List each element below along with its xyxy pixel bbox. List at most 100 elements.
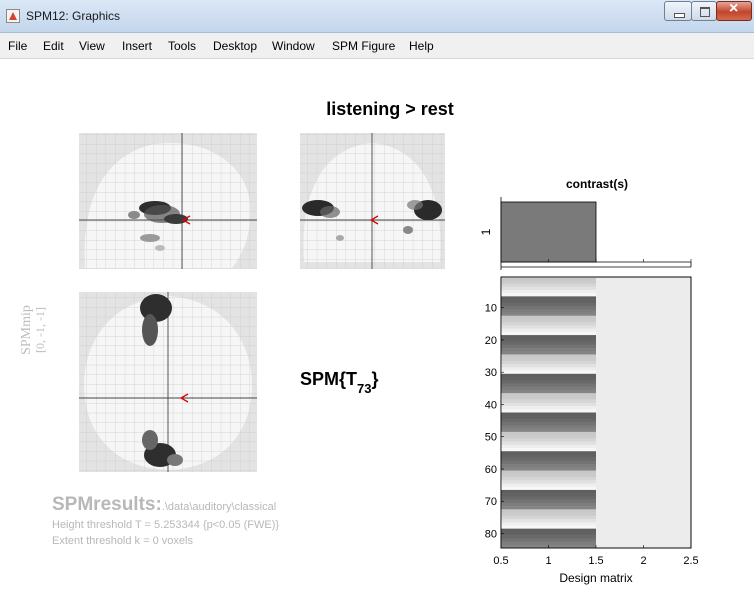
minimize-button[interactable]: [664, 1, 692, 21]
design-matrix-cell: [501, 396, 596, 400]
design-matrix-cell: [501, 377, 596, 381]
contrast-title: listening > rest: [326, 99, 454, 119]
design-matrix-cell: [501, 354, 596, 358]
contrast-ytick: 1: [479, 228, 493, 235]
design-matrix-cell: [501, 335, 596, 339]
height-threshold: Height threshold T = 5.253344 {p<0.05 (F…: [52, 519, 279, 531]
design-matrix-cell: [501, 402, 596, 407]
mip-coords: [0, -1, -1]: [33, 307, 47, 353]
design-matrix-cell: [501, 438, 596, 442]
design-matrix-cell: [501, 373, 596, 378]
design-matrix-cell: [501, 502, 596, 507]
design-matrix-cell: [501, 509, 596, 513]
design-matrix-cell: [501, 306, 596, 310]
design-matrix-cell: [501, 286, 596, 291]
design-matrix-cell: [501, 480, 596, 484]
design-matrix-ytick-label: 70: [485, 496, 497, 508]
design-matrix-cell: [501, 344, 596, 349]
design-matrix-cell: [501, 328, 596, 333]
design-matrix-cell: [501, 315, 596, 320]
design-matrix-cell: [501, 435, 596, 439]
design-matrix-cell: [501, 302, 596, 307]
design-matrix-cell: [501, 389, 596, 394]
design-matrix-xlabel: Design matrix: [559, 571, 632, 585]
results-block: SPMresults:.\data\auditory\classical Hei…: [52, 494, 279, 547]
mip-sagittal: [79, 133, 257, 269]
design-matrix-cell: [501, 528, 596, 533]
design-matrix-cell: [501, 360, 596, 365]
design-matrix-cell: [501, 289, 596, 294]
extent-threshold: Extent threshold k = 0 voxels: [52, 535, 193, 547]
design-matrix-cell: [501, 535, 596, 539]
design-matrix-cell: [501, 418, 596, 423]
design-matrix-cell: [501, 383, 596, 387]
design-matrix-ytick-label: 30: [485, 367, 497, 379]
menu-tools[interactable]: Tools: [168, 39, 197, 53]
menu-file[interactable]: File: [8, 39, 28, 53]
design-matrix-cell: [501, 293, 596, 297]
menu-help[interactable]: Help: [409, 39, 434, 53]
figure-canvas: listening > rest SPMmip [0, -1, -1]: [19, 99, 699, 585]
design-matrix-cell: [501, 496, 596, 500]
design-matrix-cell: [501, 312, 596, 317]
design-matrix-cell: [501, 512, 596, 517]
menu-edit[interactable]: Edit: [43, 39, 64, 53]
design-matrix-xtick-label: 1.5: [588, 555, 603, 567]
design-matrix-cell: [501, 489, 596, 494]
window-title: SPM12: Graphics: [26, 9, 121, 23]
design-matrix-ytick-label: 10: [485, 303, 497, 315]
design-matrix-cell: [501, 296, 596, 300]
design-matrix-cell: [501, 325, 596, 329]
design-matrix-cell: [501, 347, 596, 352]
contrast-chart: contrast(s) 1: [479, 177, 692, 270]
mip-coronal: [300, 133, 445, 269]
design-matrix-cell: [501, 541, 596, 546]
design-matrix-cell: [501, 451, 596, 455]
design-matrix-cell: [501, 444, 596, 449]
design-matrix-cell: [501, 299, 596, 304]
design-matrix-ytick-label: 80: [485, 528, 497, 540]
design-matrix-xtick-label: 2: [640, 555, 646, 567]
design-matrix-cell: [501, 399, 596, 404]
design-matrix-cell: [501, 318, 596, 323]
design-matrix-ytick-label: 20: [485, 335, 497, 347]
design-matrix-cell: [501, 341, 596, 346]
menu-bar: File Edit View Insert Tools Desktop Wind…: [0, 33, 754, 59]
mip-label-text: SPMmip: [19, 305, 34, 355]
maximize-button[interactable]: [691, 1, 717, 21]
design-matrix-cell: [501, 531, 596, 536]
matlab-icon: [6, 9, 20, 23]
design-matrix-cell: [501, 522, 596, 526]
results-title: SPMresults:: [52, 494, 162, 515]
design-matrix-cell: [501, 457, 596, 462]
design-matrix-chart: Design matrix 0.5 1 1.5 2 2.5 10 20 30 40 50 60 70 8…: [485, 276, 699, 585]
design-matrix-cell: [501, 331, 596, 336]
design-matrix-cell: [501, 277, 596, 281]
design-matrix-cell: [501, 415, 596, 420]
design-matrix-cell: [501, 357, 596, 362]
menu-insert[interactable]: Insert: [122, 39, 153, 53]
svg-text:SPMresults:.\data\auditory\cla: SPMresults:.\data\auditory\classical: [52, 494, 276, 515]
menu-spm-figure[interactable]: SPM Figure: [332, 39, 396, 53]
design-matrix-cell: [501, 393, 596, 397]
menu-desktop[interactable]: Desktop: [213, 39, 258, 53]
design-matrix-cell: [501, 525, 596, 529]
menu-view[interactable]: View: [79, 39, 105, 53]
design-matrix-cell: [501, 441, 596, 446]
mip-axial: [79, 292, 257, 472]
design-matrix-cell: [501, 515, 596, 520]
design-matrix-cell: [501, 386, 596, 391]
design-matrix-xtick-label: 0.5: [493, 555, 508, 567]
contrast-bar: [500, 201, 597, 263]
design-matrix-cell: [501, 380, 596, 384]
title-bar: SPM12: Graphics: [0, 0, 754, 33]
close-button[interactable]: [716, 0, 752, 21]
design-matrix-cell: [501, 283, 596, 287]
design-matrix-cell: [501, 493, 596, 497]
stat-label: SPM{T73}: [300, 369, 379, 396]
design-matrix-xtick-label: 1: [545, 555, 551, 567]
design-matrix-cell: [501, 499, 596, 504]
menu-window[interactable]: Window: [272, 39, 315, 53]
design-matrix-cell: [501, 470, 596, 475]
design-matrix-cell: [501, 370, 596, 375]
